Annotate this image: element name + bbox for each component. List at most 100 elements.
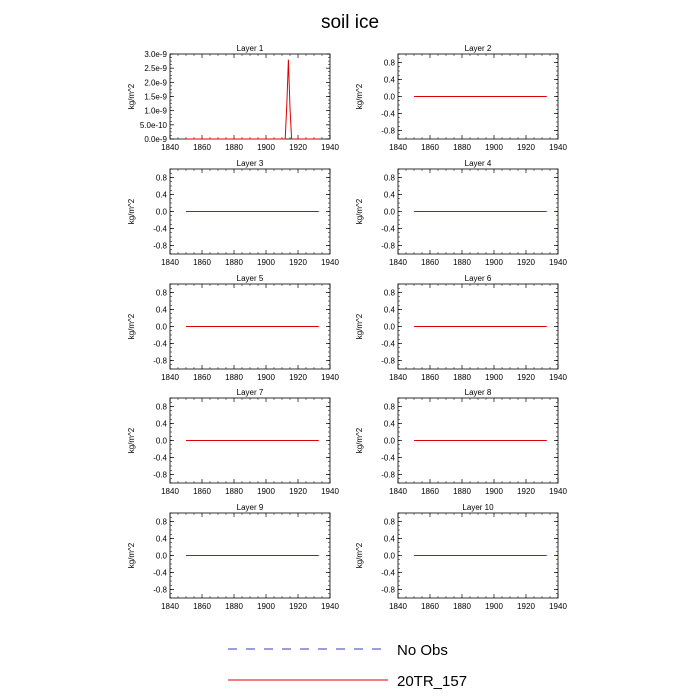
panel-6: Layer 6 1840 1860 1880 1900 1920 1940 0.8 0.4 0.0…: [355, 274, 567, 382]
panel-2-ytick-label: 0.4: [384, 76, 396, 85]
panel-1-ytick-label: 1.5e-9: [144, 93, 167, 102]
panel-2-ytick-label: 0.0: [384, 93, 396, 102]
panel-9-xtick-label: 1880: [225, 602, 243, 611]
panel-9-ytick-label: -0.8: [153, 586, 167, 595]
panel-6-xtick-label: 1880: [453, 373, 471, 382]
panel-2-ylabel: kg/m^2: [355, 83, 364, 109]
panel-4-xtick-label: 1920: [517, 258, 535, 267]
panel-5: Layer 5 1840 1860 1880 1900 1920 1940 0.8 0.4 0.0…: [127, 274, 339, 382]
panel-5-ytick-label: -0.8: [153, 357, 167, 366]
panel-5-ytick-label: 0.8: [156, 289, 168, 298]
panel-6-xtick-label: 1920: [517, 373, 535, 382]
panel-1-ytick-label: 3.0e-9: [144, 50, 167, 59]
panel-5-xtick-label: 1900: [257, 373, 275, 382]
panel-6-ytick-label: -0.8: [381, 357, 395, 366]
panel-10-xtick-label: 1940: [549, 602, 567, 611]
panel-8-ytick-label: -0.4: [381, 454, 395, 463]
panel-6-ytick-label: -0.4: [381, 340, 395, 349]
panel-4-ytick-label: 0.8: [384, 174, 396, 183]
panel-7: Layer 7 1840 1860 1880 1900 1920 1940 0.8 0.4 0.0…: [127, 388, 339, 496]
panel-6-xtick-label: 1860: [421, 373, 439, 382]
panel-1-ytick-label: 5.0e-10: [140, 121, 168, 130]
panel-6-ylabel: kg/m^2: [355, 313, 364, 339]
panel-9-ytick-label: 0.8: [156, 518, 168, 527]
panel-3-xtick-label: 1860: [193, 258, 211, 267]
panel-9-title: Layer 9: [237, 503, 264, 512]
panel-8-ytick-label: 0.8: [384, 403, 396, 412]
panel-9-xtick-label: 1860: [193, 602, 211, 611]
panel-5-ytick-label: 0.0: [156, 323, 168, 332]
panel-10-ytick-label: -0.8: [381, 586, 395, 595]
panel-2-ytick-label: -0.4: [381, 110, 395, 119]
panel-3-xtick-label: 1900: [257, 258, 275, 267]
panel-2-xtick-label: 1920: [517, 143, 535, 152]
panel-7-ylabel: kg/m^2: [127, 427, 136, 453]
panel-9-ytick-label: 0.0: [156, 552, 168, 561]
panel-8-xtick-label: 1860: [421, 487, 439, 496]
panel-3-xtick-label: 1920: [289, 258, 307, 267]
panel-5-ytick-label: 0.4: [156, 306, 168, 315]
panel-2-xtick-label: 1900: [485, 143, 503, 152]
panel-10-ytick-label: 0.8: [384, 518, 396, 527]
panel-7-xtick-label: 1900: [257, 487, 275, 496]
panel-1-xtick-label: 1920: [289, 143, 307, 152]
panel-9-xtick-label: 1840: [161, 602, 179, 611]
panel-1-xtick-label: 1940: [321, 143, 339, 152]
panel-9-ytick-label: -0.4: [153, 569, 167, 578]
panel-1-title: Layer 1: [237, 44, 264, 53]
panel-9-xtick-label: 1940: [321, 602, 339, 611]
panel-5-title: Layer 5: [237, 274, 264, 283]
panel-4-xtick-label: 1840: [389, 258, 407, 267]
panel-8-ytick-label: -0.8: [381, 471, 395, 480]
panel-6-ytick-label: 0.8: [384, 289, 396, 298]
panel-9-xtick-label: 1920: [289, 602, 307, 611]
panel-10-xtick-label: 1860: [421, 602, 439, 611]
panels: Layer 1 1840 1860 1880 1900 1920 1940 0.0e-9 5.0…: [127, 44, 567, 611]
panel-9-xtick-label: 1900: [257, 602, 275, 611]
panel-6-xtick-label: 1940: [549, 373, 567, 382]
panel-10-ylabel: kg/m^2: [355, 542, 364, 568]
panel-4-xtick-label: 1880: [453, 258, 471, 267]
panel-3-ytick-label: -0.8: [153, 242, 167, 251]
panel-10-ytick-label: 0.0: [384, 552, 396, 561]
panel-5-xtick-label: 1860: [193, 373, 211, 382]
panel-2-xtick-label: 1880: [453, 143, 471, 152]
panel-1-ytick-label: 0.0e-9: [144, 135, 167, 144]
panel-4-title: Layer 4: [465, 159, 492, 168]
panel-9-ylabel: kg/m^2: [127, 542, 136, 568]
panel-7-ytick-label: -0.4: [153, 454, 167, 463]
panel-1-frame: [169, 53, 331, 140]
panel-4-ytick-label: 0.4: [384, 191, 396, 200]
panel-7-xtick-label: 1860: [193, 487, 211, 496]
panel-3-ylabel: kg/m^2: [127, 198, 136, 224]
panel-6-ytick-label: 0.0: [384, 323, 396, 332]
panel-7-xtick-label: 1880: [225, 487, 243, 496]
panel-8-ytick-label: 0.4: [384, 420, 396, 429]
panel-10-xtick-label: 1880: [453, 602, 471, 611]
panel-1-xtick-label: 1900: [257, 143, 275, 152]
panel-3-title: Layer 3: [237, 159, 264, 168]
panel-2-xtick-label: 1840: [389, 143, 407, 152]
panel-2: Layer 2 1840 1860 1880 1900 1920 1940 0.8 0.4 0.0…: [355, 44, 567, 152]
panel-8-ylabel: kg/m^2: [355, 427, 364, 453]
panel-7-xtick-label: 1840: [161, 487, 179, 496]
panel-7-ytick-label: -0.8: [153, 471, 167, 480]
panel-10-xtick-label: 1900: [485, 602, 503, 611]
panel-10-ytick-label: -0.4: [381, 569, 395, 578]
panel-4-xtick-label: 1940: [549, 258, 567, 267]
panel-7-xtick-label: 1940: [321, 487, 339, 496]
panel-1-ylabel: kg/m^2: [127, 83, 136, 109]
panel-10-xtick-label: 1920: [517, 602, 535, 611]
panel-3-xtick-label: 1880: [225, 258, 243, 267]
panel-4: Layer 4 1840 1860 1880 1900 1920 1940 0.8 0.4 0.0…: [355, 159, 567, 267]
panel-3: Layer 3 1840 1860 1880 1900 1920 1940 0.8 0.4 0.0…: [127, 159, 339, 267]
panel-1-ytick-label: 1.0e-9: [144, 107, 167, 116]
panel-8-title: Layer 8: [465, 388, 492, 397]
panel-8-ytick-label: 0.0: [384, 437, 396, 446]
panel-4-xtick-label: 1900: [485, 258, 503, 267]
panel-10-title: Layer 10: [462, 503, 494, 512]
panel-6-title: Layer 6: [465, 274, 492, 283]
panel-9-ytick-label: 0.4: [156, 535, 168, 544]
panel-2-title: Layer 2: [465, 44, 492, 53]
